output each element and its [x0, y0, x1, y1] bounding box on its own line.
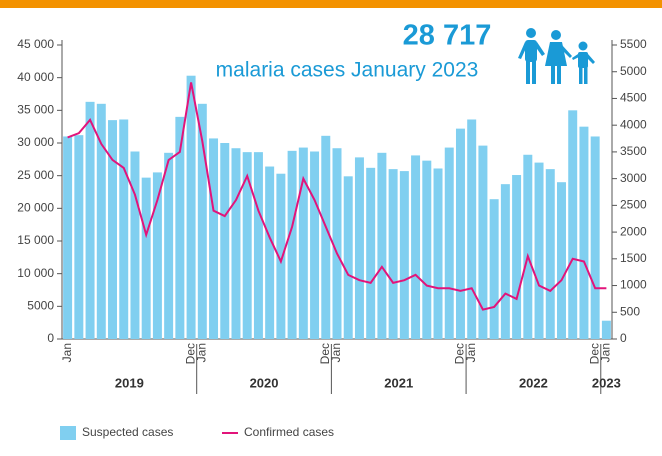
bar	[141, 177, 151, 339]
bar	[108, 120, 117, 339]
family-icon	[518, 28, 595, 84]
x-tick-label: Jan	[599, 343, 613, 362]
y-tick-label: 10 000	[17, 266, 54, 280]
bar	[545, 169, 555, 339]
bar	[74, 135, 84, 339]
bar	[209, 138, 219, 339]
bar	[455, 128, 465, 339]
y-tick-label: 45 000	[17, 37, 54, 51]
bar	[354, 157, 364, 339]
chart-title: 28 717	[403, 20, 492, 52]
y2-tick-label: 2500	[620, 198, 647, 212]
top-band	[0, 0, 662, 8]
bar	[411, 155, 421, 339]
bar	[231, 148, 241, 339]
bar	[601, 320, 611, 339]
bar	[568, 110, 578, 339]
bar	[310, 151, 320, 339]
bar	[467, 119, 477, 339]
bar	[119, 119, 129, 339]
year-label: 2019	[115, 375, 144, 390]
bar	[242, 152, 252, 339]
legend-label: Suspected cases	[82, 425, 173, 439]
bar	[164, 152, 174, 339]
bar	[433, 168, 443, 339]
bar	[343, 176, 353, 339]
bar	[512, 175, 522, 339]
y2-tick-label: 4000	[620, 117, 647, 131]
bar	[287, 150, 297, 339]
bar	[422, 160, 432, 339]
bar	[63, 136, 73, 339]
bar	[444, 147, 454, 339]
bar	[579, 126, 589, 340]
y2-tick-label: 3500	[620, 144, 647, 158]
y2-tick-label: 500	[620, 304, 640, 318]
y2-tick-label: 0	[620, 331, 627, 345]
bar	[388, 169, 398, 339]
bar	[276, 173, 286, 339]
y-tick-label: 30 000	[17, 135, 54, 149]
y-tick-label: 40 000	[17, 70, 54, 84]
y2-tick-label: 3000	[620, 171, 647, 185]
legend-label: Confirmed cases	[244, 425, 334, 439]
y2-tick-label: 2000	[620, 224, 647, 238]
bar	[590, 136, 600, 339]
x-tick-label: Jan	[60, 343, 74, 362]
bar	[265, 166, 275, 339]
y2-tick-label: 4500	[620, 91, 647, 105]
x-tick-label: Dec	[587, 343, 601, 364]
bar	[186, 75, 196, 339]
y-tick-label: 5000	[27, 299, 54, 313]
x-tick-label: Jan	[464, 343, 478, 362]
bar	[377, 152, 387, 339]
bar	[489, 199, 499, 339]
y2-tick-label: 1000	[620, 278, 647, 292]
y2-tick-label: 5500	[620, 37, 647, 51]
y-tick-label: 0	[47, 331, 54, 345]
bar	[220, 143, 230, 339]
bar	[534, 162, 544, 339]
bar	[298, 147, 308, 339]
y-tick-label: 20 000	[17, 201, 54, 215]
bar	[130, 151, 140, 339]
bar	[253, 152, 263, 339]
y2-tick-label: 1500	[620, 251, 647, 265]
bar	[366, 167, 376, 339]
bar	[175, 116, 185, 339]
chart-subtitle: malaria cases January 2023	[216, 59, 479, 82]
bar	[500, 184, 510, 339]
bar	[332, 148, 342, 339]
bar	[85, 101, 95, 339]
bar	[197, 103, 207, 339]
x-tick-label: Jan	[194, 343, 208, 362]
y-tick-label: 35 000	[17, 103, 54, 117]
year-label: 2021	[384, 375, 413, 390]
y-tick-label: 25 000	[17, 168, 54, 182]
bar	[523, 154, 533, 339]
x-tick-label: Dec	[318, 343, 332, 364]
year-label: 2023	[592, 375, 621, 390]
x-tick-label: Dec	[183, 343, 197, 364]
bar	[96, 103, 106, 339]
x-tick-label: Dec	[453, 343, 467, 364]
y2-tick-label: 5000	[620, 64, 647, 78]
bar	[321, 135, 331, 339]
bar	[557, 182, 566, 339]
x-tick-label: Jan	[329, 343, 343, 362]
y-tick-label: 15 000	[17, 233, 54, 247]
line	[67, 82, 607, 311]
bar	[478, 145, 488, 339]
year-label: 2022	[519, 375, 548, 390]
legend-swatch	[60, 426, 76, 440]
year-label: 2020	[250, 375, 279, 390]
bar	[399, 171, 409, 339]
bar	[152, 172, 162, 339]
